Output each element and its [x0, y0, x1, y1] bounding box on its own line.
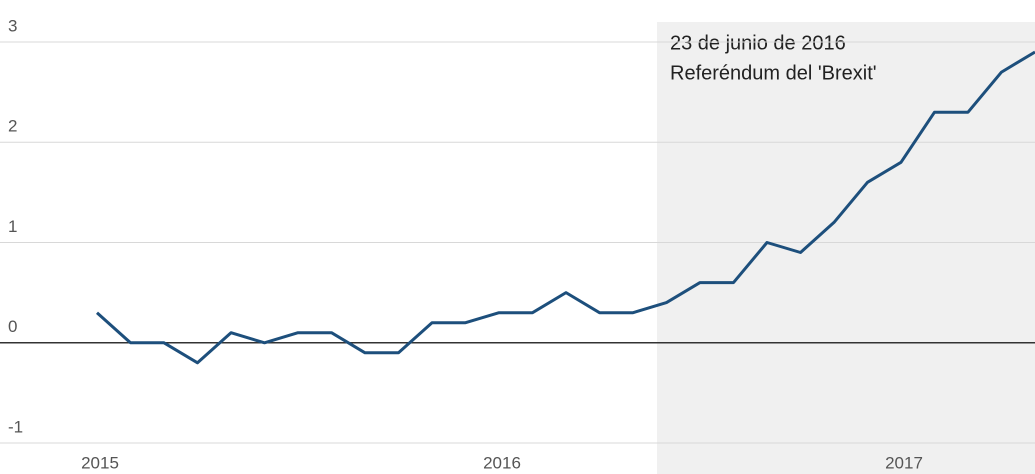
y-tick-label: 0 — [8, 317, 17, 336]
annotation: Referéndum del 'Brexit' — [670, 62, 877, 84]
y-tick-label: -1 — [8, 417, 23, 436]
x-tick-label: 2017 — [885, 453, 923, 472]
y-tick-label: 3 — [8, 16, 17, 35]
y-tick-label: 1 — [8, 217, 17, 236]
annotation: 23 de junio de 2016 — [670, 32, 846, 54]
x-tick-label: 2015 — [81, 453, 119, 472]
x-tick-label: 2016 — [483, 453, 521, 472]
data-line — [95, 50, 1035, 365]
referendum-shade — [657, 22, 1035, 474]
y-tick-label: 2 — [8, 117, 17, 136]
